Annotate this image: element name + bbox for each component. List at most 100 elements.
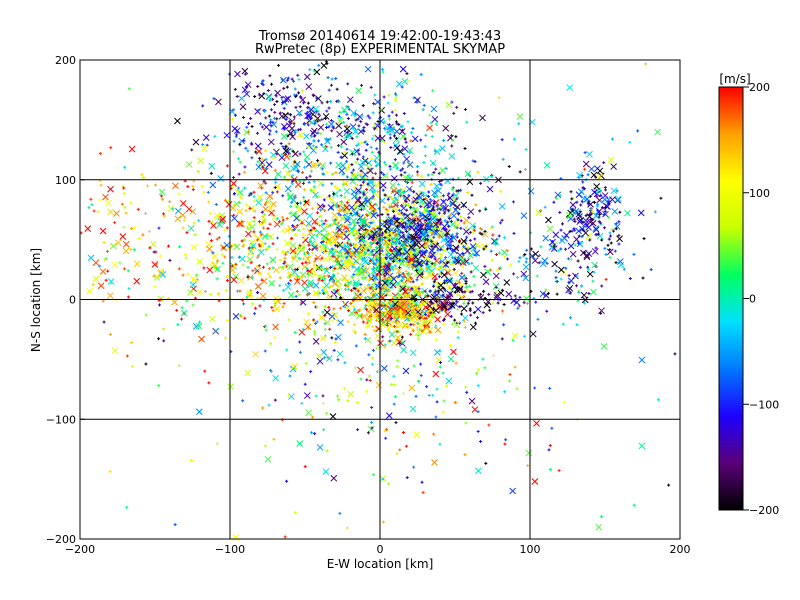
scatter-point-3118 (591, 210, 595, 214)
scatter-point-3862 (431, 301, 435, 305)
scatter-point-2081 (414, 210, 418, 214)
scatter-point-72 (460, 265, 464, 269)
scatter-point-2099 (420, 272, 424, 276)
scatter-point-2084 (420, 258, 428, 266)
scatter-point-18 (443, 289, 447, 293)
scatter-point-3463 (260, 210, 264, 214)
scatter-point-1235 (340, 259, 344, 263)
scatter-point-2723 (316, 119, 320, 123)
scatter-point-3812 (433, 291, 440, 299)
scatter-point-3928 (438, 360, 442, 364)
scatter-point-2274 (295, 289, 299, 293)
scatter-point-1290 (318, 291, 322, 295)
scatter-point-3627 (399, 296, 403, 300)
scatter-point-2704 (307, 142, 311, 146)
scatter-point-3428 (433, 182, 441, 190)
scatter-point-3631 (448, 344, 452, 348)
scatter-point-3501 (246, 149, 250, 153)
scatter-point-2945 (401, 78, 409, 85)
scatter-point-2747 (294, 95, 298, 99)
scatter-point-2042 (405, 208, 409, 212)
scatter-point-4039 (385, 272, 389, 276)
scatter-point-3192 (598, 307, 605, 315)
scatter-point-3899 (370, 426, 374, 430)
scatter-point-3286 (177, 192, 181, 196)
scatter-point-551 (472, 252, 476, 256)
scatter-point-3409 (208, 162, 216, 170)
scatter-point-2951 (388, 132, 392, 136)
scatter-point-830 (498, 221, 502, 225)
scatter-point-4032 (352, 286, 356, 290)
scatter-point-2605 (289, 113, 293, 117)
scatter-point-3166 (578, 265, 582, 269)
scatter-point-3417 (235, 133, 239, 137)
scatter-point-2196 (299, 201, 303, 205)
scatter-point-3473 (298, 152, 302, 156)
scatter-point-1981 (432, 221, 440, 228)
scatter-point-1566 (402, 313, 406, 317)
scatter-point-3941 (557, 468, 561, 472)
scatter-point-2543 (295, 223, 299, 227)
scatter-point-3914 (461, 314, 469, 322)
scatter-point-587 (494, 290, 498, 294)
scatter-point-3923 (520, 212, 528, 220)
scatter-point-2265 (315, 246, 319, 250)
scatter-point-3576 (335, 161, 342, 169)
scatter-point-2912 (327, 194, 331, 198)
scatter-point-3809 (460, 305, 468, 312)
scatter-point-3181 (512, 272, 516, 276)
scatter-point-2126 (212, 327, 220, 335)
scatter-point-2029 (386, 197, 390, 201)
scatter-point-969 (360, 287, 368, 295)
scatter-point-2624 (247, 122, 251, 126)
scatter-point-3348 (136, 207, 140, 211)
scatter-point-3314 (203, 369, 207, 373)
scatter-point-3533 (390, 175, 398, 182)
scatter-point-2947 (317, 163, 321, 167)
scatter-point-4141 (409, 290, 413, 294)
scatter-point-3130 (591, 248, 599, 255)
scatter-point-3217 (638, 356, 646, 364)
scatter-point-2666 (263, 123, 270, 131)
scatter-point-1872 (401, 231, 405, 235)
scatter-point-3821 (453, 290, 457, 294)
scatter-point-2205 (320, 233, 328, 240)
scatter-point-70 (446, 283, 453, 291)
scatter-point-3895 (488, 268, 492, 272)
scatter-point-3553 (406, 161, 414, 168)
scatter-point-3943 (313, 432, 317, 436)
scatter-point-3279 (126, 295, 130, 299)
scatter-point-3487 (338, 188, 342, 192)
scatter-point-2832 (368, 116, 372, 120)
scatter-point-4057 (466, 245, 470, 249)
scatter-point-4095 (345, 526, 349, 530)
scatter-point-3069 (599, 189, 603, 193)
scatter-point-3896 (465, 120, 469, 124)
scatter-point-1915 (438, 180, 442, 184)
scatter-points (79, 60, 677, 541)
scatter-point-2377 (257, 267, 261, 271)
scatter-point-3989 (241, 399, 245, 403)
scatter-point-2784 (390, 110, 394, 114)
scatter-point-3313 (109, 242, 117, 250)
scatter-point-3391 (84, 225, 92, 232)
scatter-point-3094 (601, 196, 609, 203)
scatter-point-3125 (576, 218, 584, 226)
scatter-point-2984 (586, 265, 590, 269)
scatter-point-2807 (317, 63, 321, 67)
scatter-point-2393 (216, 292, 220, 296)
scatter-point-1220 (423, 154, 427, 158)
scatter-point-1163 (371, 218, 375, 222)
scatter-point-3466 (302, 150, 306, 154)
scatter-point-2426 (302, 227, 306, 231)
scatter-point-1857 (397, 241, 401, 245)
scatter-point-2641 (317, 139, 321, 143)
scatter-point-2877 (403, 137, 407, 141)
scatter-point-3548 (439, 166, 447, 174)
scatter-point-2566 (259, 122, 263, 126)
scatter-point-3872 (395, 136, 399, 140)
scatter-point-4060 (433, 278, 437, 282)
scatter-point-3729 (321, 394, 325, 398)
scatter-point-1826 (358, 219, 366, 227)
scatter-point-4121 (462, 301, 466, 305)
